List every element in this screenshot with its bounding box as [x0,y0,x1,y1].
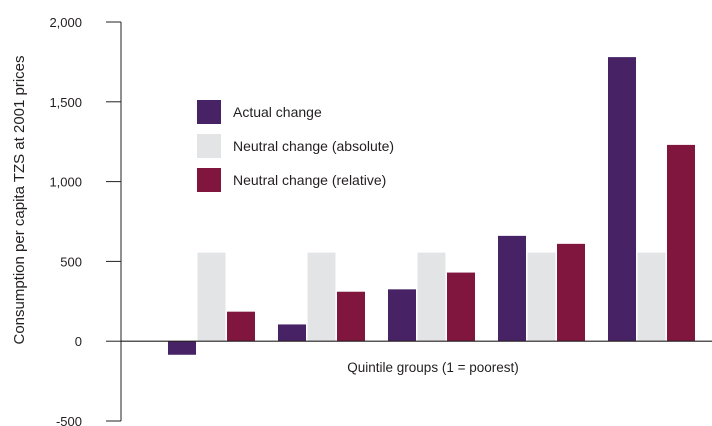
bar-3-3 [447,272,475,342]
bar-1-2 [278,324,306,342]
y-tick-label: 2,000 [49,15,82,30]
bar-3-1 [227,311,255,342]
bars [168,57,695,355]
bar-group-5 [608,57,695,342]
bar-1-3 [388,289,416,342]
legend-swatch [197,100,221,124]
legend: Actual change Neutral change (absolute) Ne… [197,100,394,192]
bar-2-3 [417,252,446,342]
legend-swatch [197,168,221,192]
bar-1-1 [168,341,196,355]
x-axis-label: Quintile groups (1 = poorest) [347,360,518,375]
bar-2-5 [637,252,666,342]
bar-group-1 [168,252,255,355]
bar-group-3 [388,252,475,342]
legend-label: Neutral change (relative) [233,172,386,188]
bar-3-2 [337,291,365,342]
legend-item: Actual change [197,100,322,124]
bar-3-5 [667,144,695,342]
bar-group-4 [498,235,585,342]
bar-group-2 [278,252,365,342]
legend-label: Actual change [233,104,322,120]
legend-item: Neutral change (absolute) [197,134,394,158]
y-tick-label: 0 [75,334,82,349]
y-tick-label: 500 [60,254,82,269]
bar-1-4 [498,235,526,342]
legend-item: Neutral change (relative) [197,168,386,192]
y-axis: -500 0 500 1,000 1,500 2,000 [49,15,122,426]
y-tick-label: 1,500 [49,95,82,110]
bar-2-1 [197,252,226,342]
bar-2-4 [527,252,556,342]
y-tick-label: 1,000 [49,175,82,190]
bar-2-2 [307,252,336,342]
bar-3-4 [557,243,585,342]
legend-swatch [197,134,221,158]
bar-1-5 [608,57,636,342]
legend-label: Neutral change (absolute) [233,138,394,154]
y-tick-label: -500 [56,414,82,426]
y-axis-label: Consumption per capita TZS at 2001 price… [11,55,28,344]
